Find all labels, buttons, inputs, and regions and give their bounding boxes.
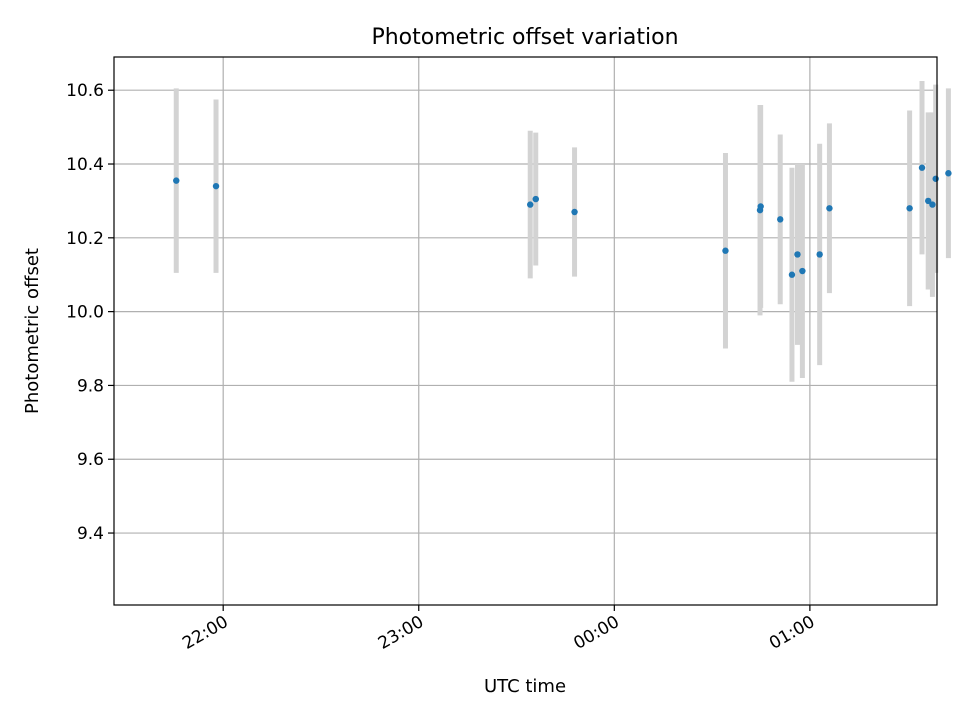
x-tick-label: 01:00 (766, 612, 818, 654)
data-point (826, 205, 833, 212)
plot-frame (113, 56, 938, 606)
data-point (173, 177, 180, 184)
data-points (173, 164, 952, 278)
error-bars (173, 80, 951, 382)
y-tick-label: 10.6 (66, 81, 104, 101)
data-point (924, 197, 932, 205)
x-tick-label: 23:00 (375, 612, 427, 654)
data-point (906, 205, 913, 212)
data-point (816, 251, 823, 258)
data-point (722, 247, 729, 254)
data-point (788, 271, 796, 278)
y-tick-label: 9.4 (77, 524, 104, 544)
y-tick-label: 10.0 (66, 303, 104, 323)
data-point (532, 195, 539, 203)
chart-title: Photometric offset variation (371, 25, 678, 50)
data-point (757, 203, 764, 210)
data-point (212, 182, 220, 190)
data-point (794, 251, 801, 258)
data-point (929, 201, 936, 208)
y-axis-ticks: 9.4 9.6 9.8 10.0 10.2 10.4 10.6 (66, 81, 114, 544)
y-tick-label: 9.8 (77, 376, 104, 396)
data-point (527, 201, 534, 208)
y-tick-label: 9.6 (77, 450, 104, 470)
y-tick-label: 10.2 (66, 229, 104, 249)
y-axis-label: Photometric offset (22, 248, 43, 414)
y-tick-label: 10.4 (66, 155, 104, 175)
data-point (799, 267, 806, 275)
x-tick-label: 22:00 (179, 612, 231, 654)
data-point (932, 175, 939, 182)
data-point (777, 216, 784, 223)
x-tick-label: 00:00 (570, 612, 622, 654)
data-point (571, 208, 578, 216)
x-axis-label: UTC time (484, 676, 566, 697)
data-point (918, 164, 926, 171)
data-point (945, 170, 952, 177)
